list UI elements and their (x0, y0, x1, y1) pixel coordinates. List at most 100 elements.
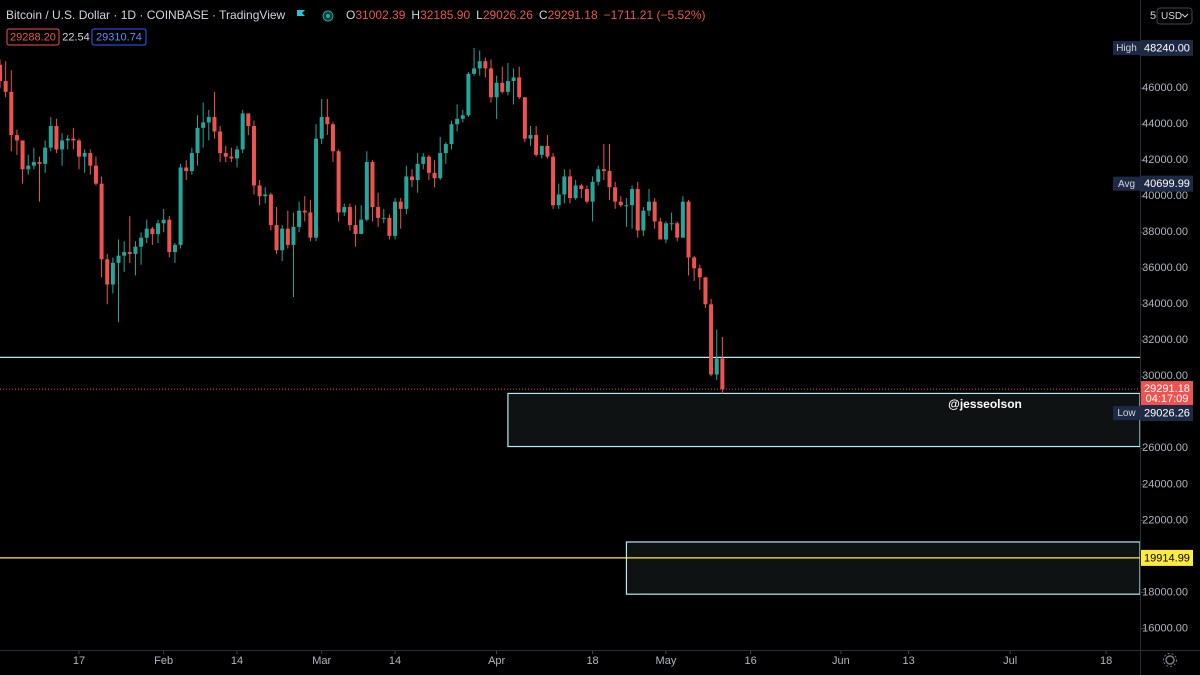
stat-name-box (1113, 406, 1140, 421)
ohlc-value: 32185.90 (420, 8, 470, 22)
candle-body (511, 77, 516, 82)
candle-body (235, 149, 240, 159)
candle-body (545, 145, 550, 157)
candle-body (206, 117, 211, 123)
candle-body (579, 185, 584, 190)
candle-body (14, 135, 19, 141)
candle-body (268, 194, 273, 226)
scale-menu[interactable]: 5 (1150, 10, 1156, 22)
y-tick-label: 22000.00 (1142, 514, 1188, 526)
candle-body (517, 77, 522, 98)
zone-box (507, 392, 1141, 448)
candle-body (387, 217, 392, 236)
candle-body (663, 223, 668, 240)
candle-body (71, 138, 76, 141)
flag-icon[interactable] (297, 10, 305, 16)
ohlc-prefix: O (346, 8, 355, 22)
watermark: @jesseolson (948, 397, 1022, 411)
y-tick-label: 46000.00 (1142, 82, 1188, 94)
candle-body (432, 172, 437, 179)
candle-body (438, 153, 443, 179)
candle-body (263, 194, 268, 197)
candle-body (280, 228, 285, 251)
candle-body (144, 228, 149, 238)
stat-value-box (1141, 405, 1193, 422)
settings-icon[interactable] (1165, 655, 1175, 665)
candle-body (522, 97, 527, 139)
x-tick-label: 17 (73, 655, 85, 667)
candle-body (274, 225, 279, 251)
price-label-box (1141, 549, 1193, 566)
x-tick-label: Jun (832, 655, 850, 667)
ohlc-legend: O31002.39 H32185.90 L29026.26 C29291.18 −171… (346, 8, 705, 22)
candle-body (195, 127, 200, 154)
stat-name: Low (1117, 408, 1136, 419)
candle-body (3, 81, 8, 92)
y-tick-label: 16000.00 (1142, 622, 1188, 634)
currency-button[interactable] (1156, 7, 1193, 25)
candle-body (139, 237, 144, 247)
candle-body (20, 140, 25, 170)
change: −1711.21 (−5.52%) (604, 8, 706, 22)
ohlc-value: 29026.26 (483, 8, 533, 22)
candle-body (336, 151, 341, 213)
candle-body (421, 156, 426, 164)
candle-body (404, 176, 409, 209)
status-dot (326, 14, 330, 18)
candle-body (161, 219, 166, 224)
candle-body (624, 205, 629, 207)
bid-box[interactable] (6, 28, 60, 46)
last-price-box (1141, 381, 1193, 406)
stat-value: 40699.99 (1144, 178, 1190, 190)
candle-body (172, 244, 177, 253)
candle-body (189, 153, 194, 172)
candle-body (122, 252, 127, 256)
candle-body (409, 176, 414, 181)
candle-body (415, 163, 420, 181)
countdown: 04:17:09 (1146, 393, 1189, 405)
candle-body (703, 277, 708, 305)
candle-body (675, 223, 680, 238)
candle-body (116, 255, 121, 263)
candle-body (505, 81, 510, 92)
stat-value-box (1141, 175, 1193, 192)
candle-body (460, 115, 465, 119)
candle-body (99, 183, 104, 260)
candle-body (302, 210, 307, 213)
x-tick-label: 16 (744, 655, 756, 667)
candle-body (539, 145, 544, 155)
candle-body (556, 194, 561, 206)
candle-body (477, 61, 482, 69)
stat-name-box (1113, 176, 1140, 191)
candle-body (381, 217, 386, 219)
ask-box[interactable] (91, 28, 147, 46)
candle-body (212, 117, 217, 132)
candle-body (285, 228, 290, 245)
candle-body (43, 147, 48, 164)
x-tick-label: 18 (1100, 655, 1112, 667)
candle-body (584, 189, 589, 202)
candle-body (398, 201, 403, 209)
candle-body (257, 185, 262, 197)
y-tick-label: 30000.00 (1142, 370, 1188, 382)
x-tick-label: Mar (312, 655, 331, 667)
x-tick-label: 14 (231, 655, 243, 667)
last-price-label: 29291.18 (1144, 383, 1190, 395)
y-tick-label: 38000.00 (1142, 226, 1188, 238)
stat-value: 29026.26 (1144, 407, 1190, 419)
candle-body (680, 201, 685, 238)
candle-body (218, 131, 223, 154)
candle-body (133, 246, 138, 254)
x-tick-label: Apr (488, 655, 505, 667)
x-tick-label: 13 (902, 655, 914, 667)
candle-body (110, 262, 115, 285)
candle-body (709, 304, 714, 375)
candle-body (246, 113, 251, 127)
candle-body (635, 189, 640, 231)
candle-body (342, 207, 347, 213)
candle-body (449, 124, 454, 145)
candle-body (150, 228, 155, 235)
candle-body (65, 138, 70, 141)
